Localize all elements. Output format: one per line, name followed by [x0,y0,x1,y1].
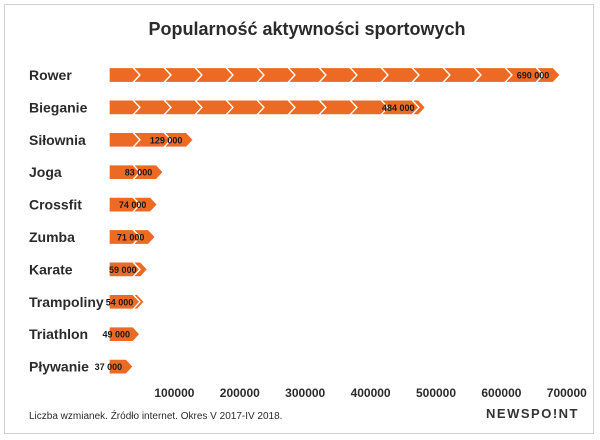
bar [108,66,562,84]
bar [108,293,146,310]
category-label: Joga [29,164,62,180]
category-label: Triathlon [29,326,88,342]
bar [108,326,142,343]
data-label: 54 000 [106,297,134,307]
bar-segment [131,261,149,278]
x-tick-label: 500000 [416,386,456,400]
bar-segment [131,228,157,246]
data-label: 129 000 [150,135,183,145]
data-label: 71 000 [117,233,145,243]
x-tick-label: 700000 [547,386,587,400]
data-label: 59 000 [109,265,137,275]
data-label: 49 000 [103,330,131,340]
category-label: Pływanie [29,359,89,375]
bar-segment [162,131,195,148]
x-tick-label: 400000 [351,386,391,400]
bar [108,228,157,246]
bar-segment [131,293,146,310]
bar-segment [131,326,142,343]
bar-chart: Popularność aktywności sportowych Rower 6… [29,19,587,422]
category-label: Rower [29,67,72,83]
x-tick-label: 200000 [220,386,260,400]
data-label: 690 000 [517,71,550,81]
bar [108,261,149,278]
category-label: Zumba [29,229,75,245]
source-note: Liczba wzmianek. Źródło internet. Okres … [29,409,282,422]
x-tick-label: 300000 [285,386,325,400]
bar-segment [131,164,165,181]
x-tick-label: 600000 [481,386,521,400]
x-tick-label: 100000 [154,386,194,400]
category-label: Siłownia [29,132,86,148]
data-label: 484 000 [382,103,415,113]
category-label: Crossfit [29,197,82,213]
data-label: 74 000 [119,200,147,210]
bar-segment [534,66,562,84]
bar-segment [131,196,159,213]
category-label: Karate [29,261,73,277]
bar [108,99,427,116]
bar [108,196,159,213]
bar-segment [410,99,427,116]
category-label: Trampoliny [29,294,104,310]
category-label: Bieganie [29,99,88,115]
bar [108,164,165,181]
bar [108,358,135,375]
chart-title: Popularność aktywności sportowych [148,19,465,39]
chart-frame: Popularność aktywności sportowych Rower 6… [4,4,594,434]
bar [108,131,195,148]
bars-layer: Rower 690 000 Bieganie 484 000 Siłownia 129 0… [29,66,562,375]
bar-segment [108,358,135,375]
x-axis-ticks: 100000 200000 300000 400000 500000 600000 7000… [154,386,587,400]
data-label: 83 000 [125,168,153,178]
newspoint-logo: NEWSPO!NT [486,406,579,421]
data-label: 37 000 [95,362,123,372]
